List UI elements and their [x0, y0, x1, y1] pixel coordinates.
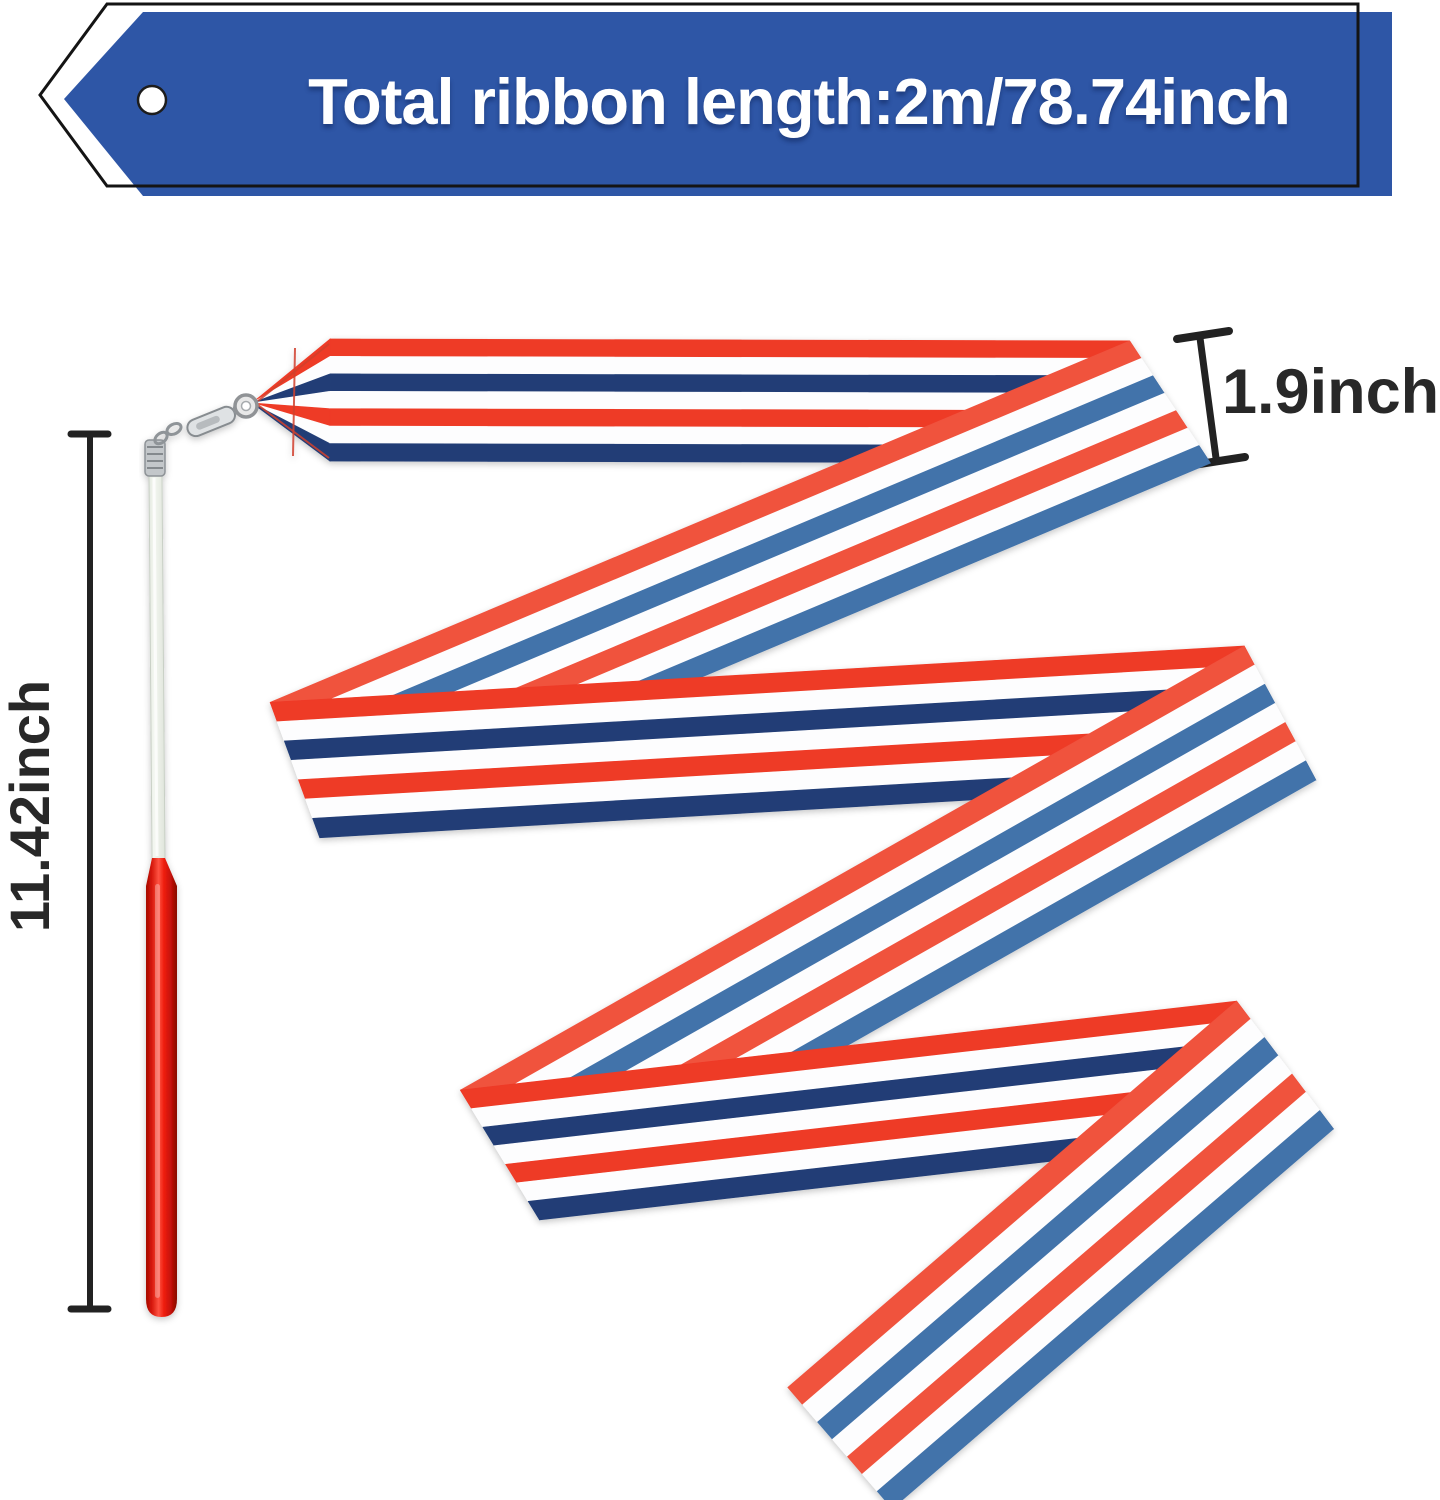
banner-outline [38, 2, 1360, 188]
ribbon [251, 338, 1335, 1500]
banner-blue-shape [64, 12, 1392, 196]
ribbon-wand [144, 402, 246, 1317]
ribbon-stripe [876, 1110, 1334, 1500]
ribbon-width-label: 1.9inch [1222, 357, 1440, 427]
swivel-clasp [153, 402, 246, 446]
ribbon-stitching [257, 343, 330, 402]
banner [38, 2, 1392, 196]
ribbon-stripe [329, 356, 1154, 377]
banner-title: Total ribbon length:2m/78.74inch [308, 64, 1291, 138]
ribbon-stitching [292, 347, 296, 457]
stick-shaft-highlight [152, 477, 159, 857]
dimension-line-stick [67, 430, 112, 1313]
stick-handle-highlight [155, 884, 160, 1298]
spring-coil [144, 439, 166, 477]
stick-length-label: 11.42inch [0, 679, 61, 933]
banner-hole [136, 84, 168, 116]
stick-handle [146, 858, 177, 1317]
ribbon-stripe [329, 338, 1142, 359]
eyelet [233, 393, 259, 419]
